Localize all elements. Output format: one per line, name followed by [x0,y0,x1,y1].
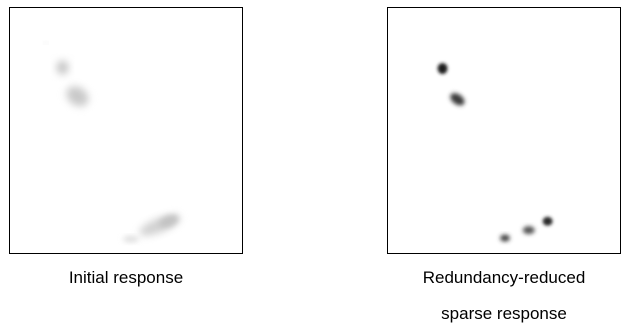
sparse-blob [522,226,535,235]
sparse-blob [437,63,448,74]
sparse-response-caption-line1: Redundancy-reduced [422,268,586,287]
sparse-response-map [437,63,553,242]
sparse-blob [500,234,510,242]
response-blob [56,60,69,75]
sparse-response-panel [387,7,621,254]
response-blob [123,236,139,243]
initial-response-caption: Initial response [68,268,184,287]
sparse-response-caption-line2: sparse response [441,304,567,323]
sparse-blob [450,93,465,106]
response-blob [159,215,179,228]
response-blob [44,41,48,44]
sparse-blob [542,216,553,226]
initial-response-map [44,41,181,243]
initial-response-panel [9,7,243,254]
response-blob [66,86,89,107]
